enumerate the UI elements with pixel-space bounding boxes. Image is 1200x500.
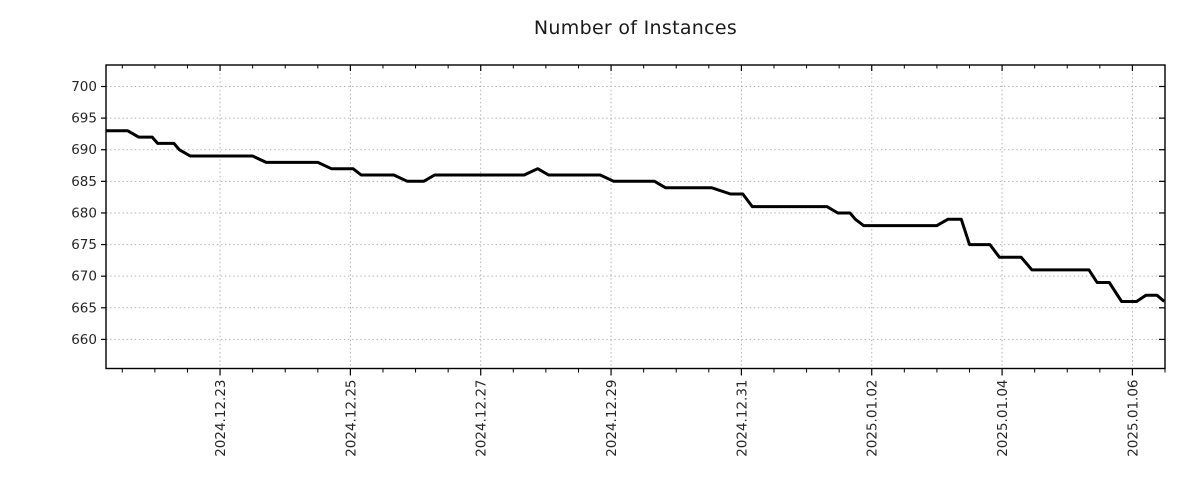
x-tick-label: 2024.12.29 (604, 380, 620, 457)
x-tick-label: 2025.01.04 (995, 380, 1011, 457)
y-tick-label: 695 (71, 111, 97, 127)
x-tick-label: 2024.12.23 (213, 380, 229, 457)
y-tick-label: 700 (71, 79, 97, 95)
chart-title: Number of Instances (533, 17, 738, 39)
y-tick-label: 685 (71, 174, 97, 190)
y-tick-label: 670 (71, 269, 97, 285)
y-tick-label: 660 (71, 332, 97, 348)
y-tick-label: 680 (71, 205, 97, 221)
x-tick-label: 2025.01.02 (865, 380, 881, 457)
x-tick-label: 2024.12.27 (474, 380, 490, 457)
x-tick-label: 2024.12.31 (734, 380, 750, 457)
plot-border (105, 64, 1166, 370)
series-line (106, 129, 1166, 303)
y-tick-label: 690 (71, 142, 97, 158)
y-tick-label: 675 (71, 237, 97, 253)
x-tick-label: 2024.12.25 (343, 380, 359, 457)
y-tick-label: 665 (71, 300, 97, 316)
x-tick-label: 2025.01.06 (1125, 380, 1141, 457)
